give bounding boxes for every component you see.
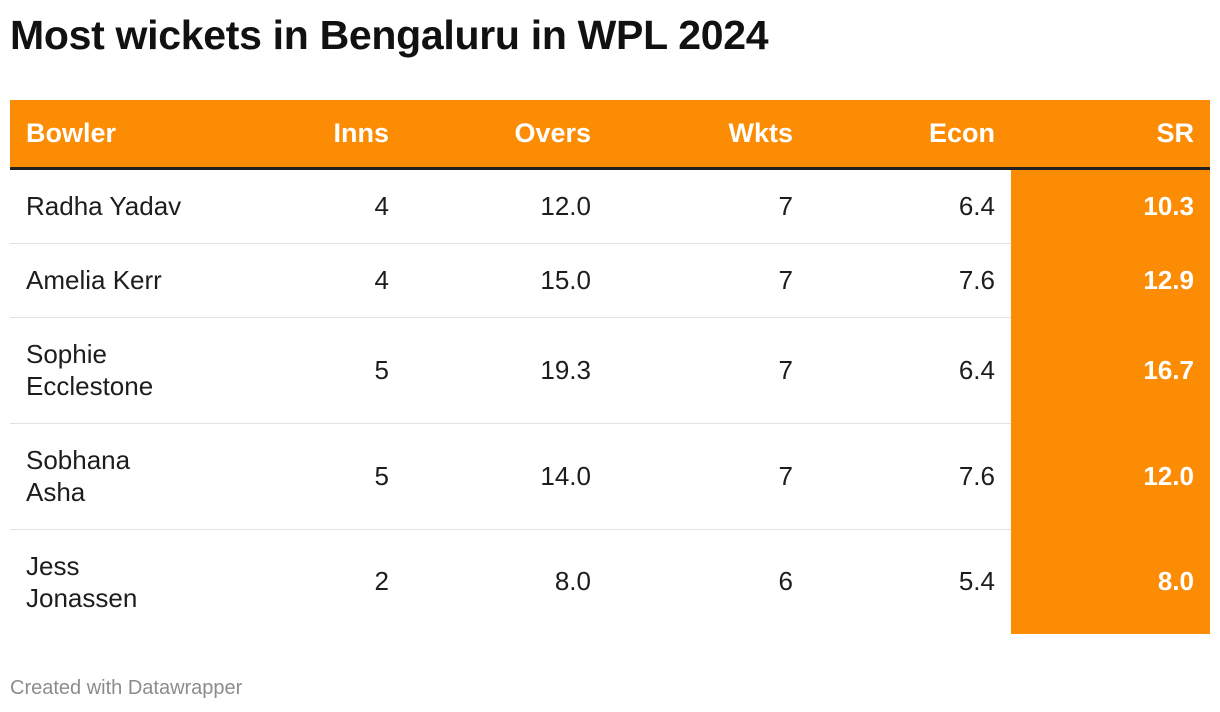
cell-wkts: 7 (607, 168, 809, 244)
cell-bowler: Amelia Kerr (10, 243, 215, 318)
cell-inns: 4 (215, 168, 405, 244)
cell-overs: 14.0 (405, 423, 607, 530)
column-header-inns[interactable]: Inns (215, 100, 405, 170)
table-row: Sophie Ecclestone 5 19.3 7 6.4 16.7 (10, 317, 1210, 424)
cell-wkts: 7 (607, 243, 809, 318)
cell-inns: 2 (374, 566, 389, 596)
table-header-row: Bowler Inns Overs Wkts Econ SR (10, 100, 1210, 170)
table-row: Amelia Kerr 4 15.0 7 7.6 12.9 (10, 243, 1210, 318)
cell-overs: 8.0 (554, 566, 591, 596)
column-header-wkts[interactable]: Wkts (607, 100, 809, 170)
cell-overs: 12.0 (405, 168, 607, 244)
wickets-table: Bowler Inns Overs Wkts Econ SR Radha Yad… (10, 100, 1210, 634)
table-row: Jess Jonassen 2 8.0 6 5.4 8.0 (10, 529, 1210, 634)
table-row: Sobhana Asha 5 14.0 7 7.6 12.0 (10, 423, 1210, 530)
cell-sr: 12.0 (1011, 423, 1210, 529)
column-header-sr[interactable]: SR (1011, 100, 1210, 170)
cell-econ: 7.6 (809, 243, 1011, 318)
column-header-overs[interactable]: Overs (405, 100, 607, 170)
cell-wkts: 7 (607, 423, 809, 530)
cell-bowler: Radha Yadav (10, 168, 215, 244)
cell-econ: 6.4 (809, 168, 1011, 244)
footer-credit[interactable]: Created with Datawrapper (10, 677, 243, 699)
cell-wkts: 7 (607, 317, 809, 424)
column-header-bowler[interactable]: Bowler (10, 100, 215, 170)
cell-inns: 4 (215, 243, 405, 318)
cell-overs: 15.0 (405, 243, 607, 318)
cell-sr: 16.7 (1011, 317, 1210, 423)
cell-wkts: 6 (778, 566, 793, 596)
table-row: Radha Yadav 4 12.0 7 6.4 10.3 (10, 166, 1210, 244)
cell-sr: 10.3 (1011, 166, 1210, 243)
cell-econ: 7.6 (809, 423, 1011, 530)
cell-sr: 12.9 (1011, 243, 1210, 317)
column-header-econ[interactable]: Econ (809, 100, 1011, 170)
cell-econ: 6.4 (809, 317, 1011, 424)
cell-bowler: Sobhana Asha (10, 423, 215, 530)
cell-econ: 5.4 (958, 566, 995, 596)
cell-inns: 5 (215, 317, 405, 424)
cell-inns: 5 (215, 423, 405, 530)
cell-bowler: Jess Jonassen (26, 550, 138, 613)
chart-title: Most wickets in Bengaluru in WPL 2024 (10, 12, 769, 58)
cell-bowler: Sophie Ecclestone (10, 317, 215, 424)
cell-sr: 8.0 (1011, 529, 1210, 634)
cell-overs: 19.3 (405, 317, 607, 424)
